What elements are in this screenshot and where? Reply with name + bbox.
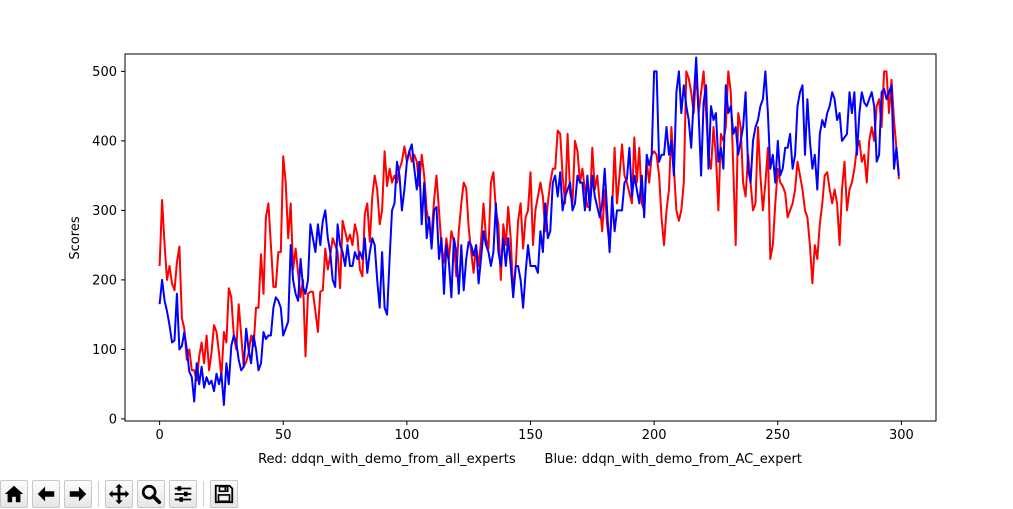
- y-tick-label: 300: [92, 204, 117, 219]
- forward-button[interactable]: [64, 479, 92, 508]
- x-axis-label: Red: ddqn_with_demo_from_all_experts Blu…: [258, 452, 802, 467]
- floppy-disk-icon: [214, 484, 234, 503]
- y-tick-label: 400: [92, 134, 117, 149]
- x-tick-label: 200: [642, 428, 667, 443]
- back-button[interactable]: [32, 479, 60, 508]
- y-tick-label: 100: [92, 343, 117, 358]
- move-icon: [108, 483, 130, 504]
- y-tick-label: 500: [92, 65, 117, 80]
- pan-button[interactable]: [105, 479, 133, 508]
- magnifier-icon: [141, 484, 162, 504]
- home-icon: [4, 485, 24, 502]
- plot-area: [158, 56, 900, 406]
- x-tick-label: 300: [889, 428, 914, 443]
- x-tick-label: 250: [765, 428, 790, 443]
- zoom-button[interactable]: [137, 479, 165, 508]
- configure-subplots-button[interactable]: [169, 479, 197, 508]
- x-tick-label: 50: [275, 428, 292, 443]
- home-button[interactable]: [0, 479, 28, 508]
- y-axis-label: Scores: [68, 216, 83, 259]
- save-button[interactable]: [210, 479, 238, 508]
- sliders-icon: [174, 485, 192, 502]
- chart-figure: 0 50 100 150 200 250 300 0 100 200 300 400 500 Score…: [68, 53, 937, 467]
- y-tick-label: 0: [109, 412, 117, 427]
- axis-ticks: 0 50 100 150 200 250 300 0 100 200 300 400 500: [92, 65, 914, 443]
- x-tick-label: 100: [394, 428, 419, 443]
- arrow-left-icon: [37, 486, 55, 501]
- navigation-toolbar: [0, 478, 1013, 509]
- series-line-red: [158, 70, 900, 382]
- y-tick-label: 200: [92, 273, 117, 288]
- x-tick-label: 150: [518, 428, 543, 443]
- toolbar-separator: [203, 480, 204, 507]
- toolbar-separator: [98, 480, 99, 507]
- arrow-right-icon: [69, 486, 87, 501]
- x-tick-label: 0: [155, 428, 163, 443]
- series-line-blue: [158, 56, 900, 406]
